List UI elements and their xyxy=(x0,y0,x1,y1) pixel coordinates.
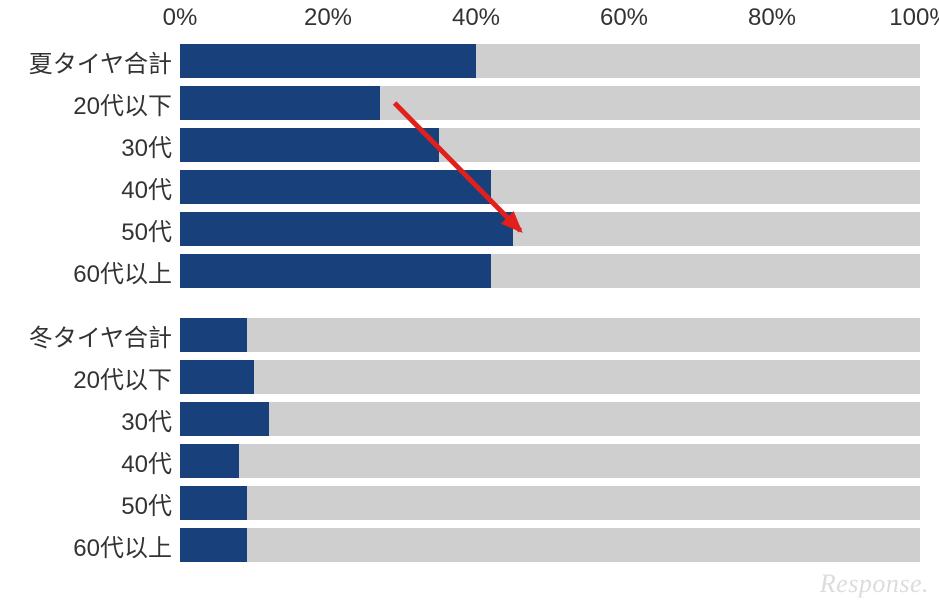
chart-row: 30代 xyxy=(0,400,939,438)
bar-value xyxy=(180,128,439,162)
bar-value xyxy=(180,402,269,436)
chart-row: 夏タイヤ合計 xyxy=(0,42,939,80)
chart-rows: 夏タイヤ合計20代以下30代40代50代60代以上冬タイヤ合計20代以下30代4… xyxy=(0,42,939,564)
bar-value xyxy=(180,44,476,78)
bar-track xyxy=(180,44,920,78)
chart-row: 60代以上 xyxy=(0,526,939,564)
bar-track xyxy=(180,528,920,562)
category-label: 50代 xyxy=(0,486,180,521)
category-label: 50代 xyxy=(0,212,180,247)
chart-row: 50代 xyxy=(0,484,939,522)
bar-track xyxy=(180,486,920,520)
x-axis-tick-label: 100% xyxy=(889,4,939,32)
bar-value xyxy=(180,444,239,478)
bar-track xyxy=(180,360,920,394)
bar-track xyxy=(180,212,920,246)
category-label: 20代以下 xyxy=(0,86,180,121)
x-axis-tick-label: 60% xyxy=(600,4,648,32)
chart-row: 20代以下 xyxy=(0,358,939,396)
chart-row: 20代以下 xyxy=(0,84,939,122)
x-axis-tick-label: 80% xyxy=(748,4,796,32)
stacked-percent-bar-chart: 0% 20% 40% 60% 80% 100% 夏タイヤ合計 20代以下 30代 40代 50代 6… xyxy=(0,0,939,605)
category-label: 60代以上 xyxy=(0,528,180,563)
bar-remainder xyxy=(180,402,920,436)
chart-row: 50代 xyxy=(0,210,939,248)
bar-remainder xyxy=(180,360,920,394)
bar-remainder xyxy=(180,444,920,478)
bar-remainder xyxy=(180,486,920,520)
category-label: 60代以上 xyxy=(0,254,180,289)
bar-remainder xyxy=(180,528,920,562)
category-label: 40代 xyxy=(0,170,180,205)
bar-value xyxy=(180,86,380,120)
chart-row: 30代 xyxy=(0,126,939,164)
x-axis: 0% 20% 40% 60% 80% 100% xyxy=(0,0,939,42)
category-label: 30代 xyxy=(0,128,180,163)
bar-track xyxy=(180,402,920,436)
chart-row: 60代以上 xyxy=(0,252,939,290)
category-label: 30代 xyxy=(0,402,180,437)
bar-track xyxy=(180,86,920,120)
category-label: 冬タイヤ合計 xyxy=(0,318,180,353)
category-label: 20代以下 xyxy=(0,360,180,395)
chart-row: 冬タイヤ合計 xyxy=(0,316,939,354)
bar-remainder xyxy=(180,318,920,352)
bar-value xyxy=(180,528,247,562)
x-axis-tick-label: 0% xyxy=(163,4,198,32)
group-spacer xyxy=(0,294,939,316)
bar-track xyxy=(180,170,920,204)
bar-track xyxy=(180,128,920,162)
bar-value xyxy=(180,254,491,288)
bar-value xyxy=(180,486,247,520)
watermark-text: Response. xyxy=(820,569,929,599)
chart-row: 40代 xyxy=(0,442,939,480)
bar-track xyxy=(180,254,920,288)
chart-row: 40代 xyxy=(0,168,939,206)
bar-track xyxy=(180,444,920,478)
x-axis-tick-label: 40% xyxy=(452,4,500,32)
x-axis-tick-label: 20% xyxy=(304,4,352,32)
category-label: 40代 xyxy=(0,444,180,479)
bar-value xyxy=(180,360,254,394)
bar-value xyxy=(180,170,491,204)
bar-value xyxy=(180,212,513,246)
bar-track xyxy=(180,318,920,352)
bar-value xyxy=(180,318,247,352)
category-label: 夏タイヤ合計 xyxy=(0,44,180,79)
